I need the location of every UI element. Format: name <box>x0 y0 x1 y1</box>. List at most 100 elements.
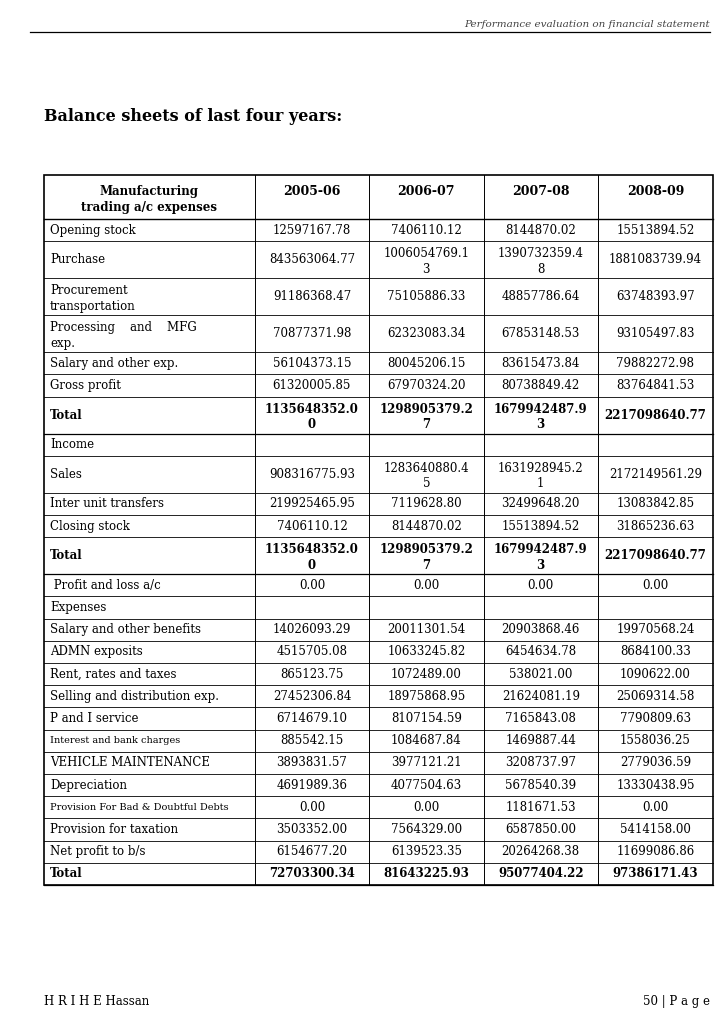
Text: 219925465.95: 219925465.95 <box>269 497 355 511</box>
Text: exp.: exp. <box>50 337 75 350</box>
Text: 1679942487.9: 1679942487.9 <box>494 543 587 556</box>
Text: 4515705.08: 4515705.08 <box>277 646 347 658</box>
Text: 62323083.34: 62323083.34 <box>387 328 465 340</box>
Text: VEHICLE MAINTENANCE: VEHICLE MAINTENANCE <box>50 756 210 769</box>
Text: 1298905379.2: 1298905379.2 <box>379 403 473 415</box>
Text: 3977121.21: 3977121.21 <box>391 756 462 769</box>
Text: 0.00: 0.00 <box>414 579 440 592</box>
Text: 0.00: 0.00 <box>642 579 668 592</box>
Text: 1881083739.94: 1881083739.94 <box>609 253 702 266</box>
Text: 2008-09: 2008-09 <box>627 185 684 198</box>
Text: 0.00: 0.00 <box>642 800 668 814</box>
Text: Depreciation: Depreciation <box>50 779 127 792</box>
Text: 7406110.12: 7406110.12 <box>391 224 462 237</box>
Text: 79882272.98: 79882272.98 <box>617 356 695 370</box>
Text: H R I H E Hassan: H R I H E Hassan <box>44 995 149 1008</box>
Text: Total: Total <box>50 867 82 881</box>
Text: 6139523.35: 6139523.35 <box>391 846 462 858</box>
Text: 885542.15: 885542.15 <box>280 734 344 747</box>
Text: 48857786.64: 48857786.64 <box>502 290 580 303</box>
Text: 2007-08: 2007-08 <box>512 185 569 198</box>
Text: 3208737.97: 3208737.97 <box>505 756 577 769</box>
Text: 8: 8 <box>537 263 545 276</box>
Text: 27452306.84: 27452306.84 <box>273 690 351 702</box>
Text: 0.00: 0.00 <box>414 800 440 814</box>
Text: 56104373.15: 56104373.15 <box>273 356 351 370</box>
Text: 10633245.82: 10633245.82 <box>387 646 465 658</box>
Text: 1006054769.1: 1006054769.1 <box>384 247 470 261</box>
Text: 13330438.95: 13330438.95 <box>616 779 695 792</box>
Text: 67970324.20: 67970324.20 <box>387 379 466 392</box>
Text: trading a/c expenses: trading a/c expenses <box>82 201 218 214</box>
Text: 6714679.10: 6714679.10 <box>277 712 347 725</box>
Text: 91186368.47: 91186368.47 <box>273 290 351 303</box>
Text: 63748393.97: 63748393.97 <box>616 290 695 303</box>
Text: 20903868.46: 20903868.46 <box>502 623 580 637</box>
Text: Closing stock: Closing stock <box>50 519 130 533</box>
Text: 80045206.15: 80045206.15 <box>387 356 465 370</box>
Text: Income: Income <box>50 438 94 451</box>
Text: 1084687.84: 1084687.84 <box>391 734 462 747</box>
Text: 1: 1 <box>537 477 545 490</box>
Text: Rent, rates and taxes: Rent, rates and taxes <box>50 667 176 681</box>
Text: 2779036.59: 2779036.59 <box>620 756 691 769</box>
Text: 6154677.20: 6154677.20 <box>277 846 347 858</box>
Text: 50 | P a g e: 50 | P a g e <box>643 995 710 1008</box>
Text: 80738849.42: 80738849.42 <box>502 379 580 392</box>
Text: Sales: Sales <box>50 468 82 481</box>
Text: 3: 3 <box>537 418 545 432</box>
Text: 7: 7 <box>422 418 430 432</box>
Text: Net profit to b/s: Net profit to b/s <box>50 846 146 858</box>
Text: 21624081.19: 21624081.19 <box>502 690 579 702</box>
Text: 18975868.95: 18975868.95 <box>387 690 465 702</box>
Text: 13083842.85: 13083842.85 <box>617 497 695 511</box>
Text: Manufacturing: Manufacturing <box>100 185 199 198</box>
Text: 0.00: 0.00 <box>298 800 325 814</box>
Text: 1072489.00: 1072489.00 <box>391 667 462 681</box>
Text: 3: 3 <box>537 558 545 572</box>
Text: 1631928945.2: 1631928945.2 <box>498 461 584 475</box>
Text: 61320005.85: 61320005.85 <box>273 379 351 392</box>
Text: 843563064.77: 843563064.77 <box>269 253 355 266</box>
Text: 7790809.63: 7790809.63 <box>620 712 691 725</box>
Text: 25069314.58: 25069314.58 <box>617 690 695 702</box>
Text: 93105497.83: 93105497.83 <box>616 328 695 340</box>
Text: Provision For Bad & Doubtful Debts: Provision For Bad & Doubtful Debts <box>50 802 229 812</box>
Text: 32499648.20: 32499648.20 <box>502 497 580 511</box>
Text: 8107154.59: 8107154.59 <box>391 712 462 725</box>
Text: Salary and other exp.: Salary and other exp. <box>50 356 178 370</box>
Text: 7406110.12: 7406110.12 <box>277 519 347 533</box>
Text: 14026093.29: 14026093.29 <box>273 623 351 637</box>
Text: 0: 0 <box>308 418 316 432</box>
Text: 6587850.00: 6587850.00 <box>505 823 577 836</box>
Text: 7165843.08: 7165843.08 <box>505 712 576 725</box>
Text: 4077504.63: 4077504.63 <box>391 779 462 792</box>
Text: 2006-07: 2006-07 <box>397 185 455 198</box>
Text: 70877371.98: 70877371.98 <box>273 328 351 340</box>
Text: 12597167.78: 12597167.78 <box>273 224 351 237</box>
Text: 97386171.43: 97386171.43 <box>613 867 698 881</box>
Text: 1298905379.2: 1298905379.2 <box>379 543 473 556</box>
Text: 8144870.02: 8144870.02 <box>391 519 462 533</box>
Text: 2217098640.77: 2217098640.77 <box>604 409 706 421</box>
Text: 865123.75: 865123.75 <box>280 667 344 681</box>
Text: 2217098640.77: 2217098640.77 <box>604 549 706 562</box>
Text: 2005-06: 2005-06 <box>283 185 341 198</box>
Text: 15513894.52: 15513894.52 <box>617 224 695 237</box>
Text: 3503352.00: 3503352.00 <box>277 823 347 836</box>
Text: 4691989.36: 4691989.36 <box>277 779 347 792</box>
Text: 11699086.86: 11699086.86 <box>617 846 695 858</box>
Text: 1135648352.0: 1135648352.0 <box>265 543 359 556</box>
Text: 1558036.25: 1558036.25 <box>620 734 691 747</box>
Text: Inter unit transfers: Inter unit transfers <box>50 497 164 511</box>
Text: 75105886.33: 75105886.33 <box>387 290 465 303</box>
Text: 1090622.00: 1090622.00 <box>620 667 691 681</box>
Text: 0.00: 0.00 <box>298 579 325 592</box>
Text: Provision for taxation: Provision for taxation <box>50 823 178 836</box>
Text: 538021.00: 538021.00 <box>509 667 572 681</box>
Bar <box>44 175 713 885</box>
Text: Procurement: Procurement <box>50 284 127 298</box>
Text: P and I service: P and I service <box>50 712 138 725</box>
Text: 2172149561.29: 2172149561.29 <box>609 468 702 481</box>
Text: 1390732359.4: 1390732359.4 <box>498 247 584 261</box>
